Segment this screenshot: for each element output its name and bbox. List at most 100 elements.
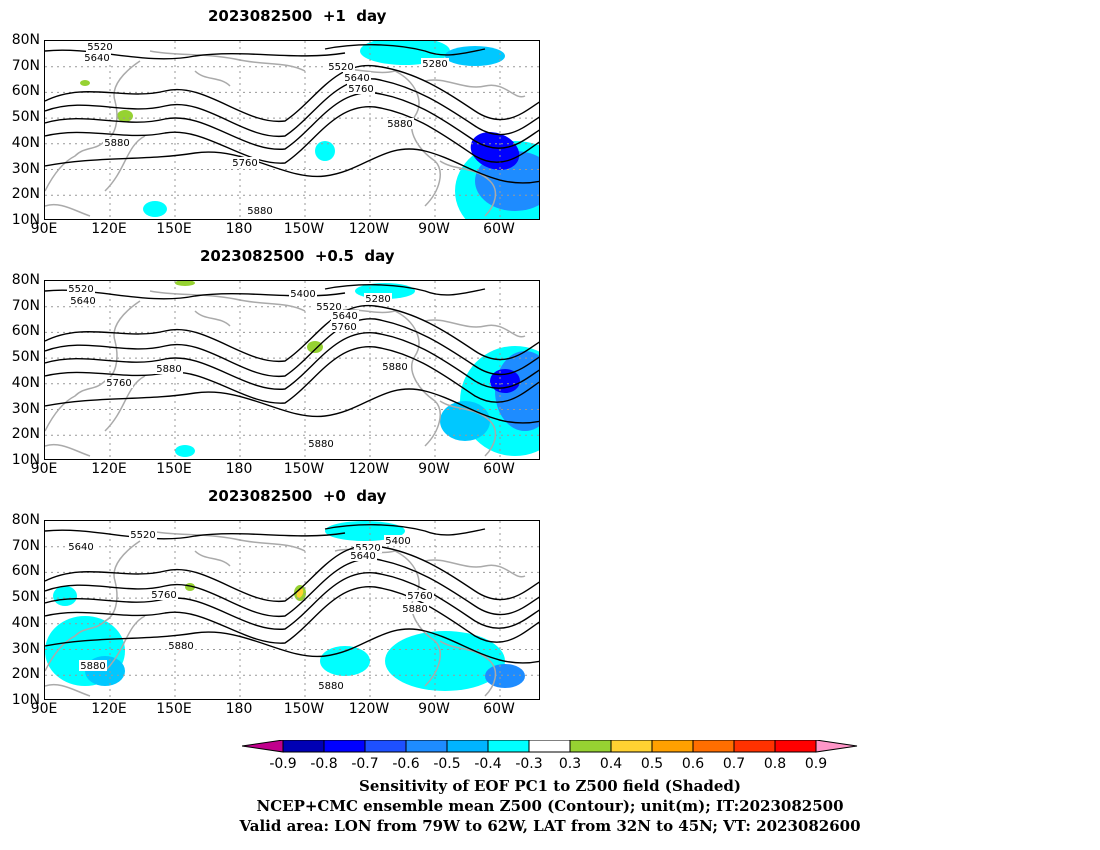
colorbar-segment — [692, 740, 735, 753]
contour-label-bg — [327, 61, 355, 72]
contour-label-bg — [384, 535, 412, 546]
lat-tick-label: 30N — [11, 640, 40, 657]
colorbar-segment — [323, 740, 366, 753]
sensitivity-shading — [175, 281, 195, 286]
colorbar-segment — [446, 740, 489, 753]
lat-tick-label: 80N — [11, 272, 40, 288]
coastline — [45, 540, 141, 672]
lon-tick-label: 60W — [483, 221, 515, 237]
lon-tick-label: 180 — [225, 701, 253, 717]
lon-tick-label: 180 — [225, 461, 253, 477]
map-panel-3: 5520 5640 5400 5520 5640 5760 5760 5880 5880 5880… — [44, 520, 540, 700]
contour-label: 5640 — [84, 53, 109, 64]
lon-tick-label: 150W — [283, 221, 325, 237]
lon-tick-label: 120W — [348, 461, 390, 477]
contour-label: 5520 — [316, 302, 341, 313]
contour-label: 5880 — [247, 206, 272, 217]
lat-tick-label: 40N — [11, 134, 40, 151]
contour-label: 5640 — [350, 551, 375, 562]
lat-tick-label: 70N — [11, 297, 40, 314]
contour-label-bg — [330, 321, 358, 332]
lon-tick-label: 180 — [225, 221, 253, 237]
colorbar-tick-label: -0.4 — [474, 756, 502, 772]
contour-label-bg — [86, 41, 114, 52]
contour-label: 5520 — [68, 284, 93, 295]
coastline — [334, 68, 441, 207]
contour-label-bg — [315, 301, 343, 312]
contour-label-bg — [381, 361, 409, 372]
sensitivity-shading — [143, 201, 167, 217]
contour-label: 5760 — [151, 590, 176, 601]
coastline — [424, 559, 526, 578]
colorbar-segment — [569, 740, 612, 753]
lat-tick-label: 10N — [11, 452, 40, 468]
sensitivity-shading — [307, 341, 323, 353]
lat-tick-label: 60N — [11, 323, 40, 340]
lon-tick-label: 120W — [348, 221, 390, 237]
contour-label: 5880 — [80, 661, 105, 672]
contour-label-bg — [155, 363, 183, 374]
lon-tick-label: 90E — [30, 221, 58, 237]
contour-label: 5400 — [385, 536, 410, 547]
contour-label: 5520 — [355, 543, 380, 554]
colorbar-segment — [774, 740, 817, 753]
contour-label: 5880 — [387, 119, 412, 130]
z500-contour — [45, 78, 539, 137]
lat-tick-label: 70N — [11, 537, 40, 554]
colorbar-tick-label: 0.8 — [763, 756, 787, 772]
contour-label: 5640 — [70, 296, 95, 307]
contour-label-bg — [317, 680, 345, 691]
lon-tick-label: 120E — [91, 461, 127, 477]
lon-tick-label: 150W — [283, 461, 325, 477]
sensitivity-shading — [445, 46, 505, 66]
coastline — [149, 530, 306, 552]
lat-tick-label: 60N — [11, 83, 40, 100]
lon-tick-label: 150E — [156, 221, 192, 237]
caption-line-1: Sensitivity of EOF PC1 to Z500 field (Sh… — [359, 777, 741, 795]
contour-label: 5640 — [68, 542, 93, 553]
coastline — [439, 640, 497, 697]
lon-tick-label: 150E — [156, 701, 192, 717]
contour-label-bg — [83, 52, 111, 63]
coastline — [45, 444, 91, 457]
contour-label-bg — [406, 590, 434, 601]
contour-label: 5640 — [332, 311, 357, 322]
contour-label: 5880 — [156, 364, 181, 375]
sensitivity-shading — [80, 80, 90, 86]
contour-label: 5400 — [290, 289, 315, 300]
z500-contour — [45, 586, 539, 644]
lat-tick-label: 10N — [11, 692, 40, 708]
contour-label-bg — [150, 589, 178, 600]
contour-label-bg — [167, 640, 195, 651]
coastline — [149, 290, 306, 312]
z500-contour — [45, 558, 539, 617]
colorbar-tick-label: 0.7 — [722, 756, 746, 772]
z500-contour — [45, 304, 539, 362]
contour-label: 5880 — [402, 604, 427, 615]
colorbar-segment — [364, 740, 407, 753]
contour-label: 5760 — [232, 158, 257, 169]
lon-tick-label: 90E — [30, 701, 58, 717]
colorbar-segment — [610, 740, 653, 753]
contour-label-bg — [67, 283, 95, 294]
contour-label-bg — [349, 550, 377, 561]
contour-label-bg — [421, 58, 449, 69]
colorbar-segment — [405, 740, 448, 753]
z500-contour — [45, 318, 539, 377]
colorbar-tick-label: -0.7 — [351, 756, 379, 772]
colorbar-segment — [282, 740, 325, 753]
lat-tick-label: 60N — [11, 563, 40, 580]
colorbar-tick-label: 0.6 — [681, 756, 705, 772]
contour-label-bg — [289, 288, 317, 299]
contour-label: 5880 — [168, 641, 193, 652]
caption-line-2: NCEP+CMC ensemble mean Z500 (Contour); u… — [256, 797, 844, 815]
colorbar-tick-label: 0.3 — [558, 756, 582, 772]
z500-contour — [45, 92, 539, 150]
lon-tick-label: 60W — [483, 701, 515, 717]
contour-label-bg — [129, 529, 157, 540]
coastline — [424, 79, 526, 98]
contour-label: 5760 — [331, 322, 356, 333]
coastline — [439, 400, 497, 457]
